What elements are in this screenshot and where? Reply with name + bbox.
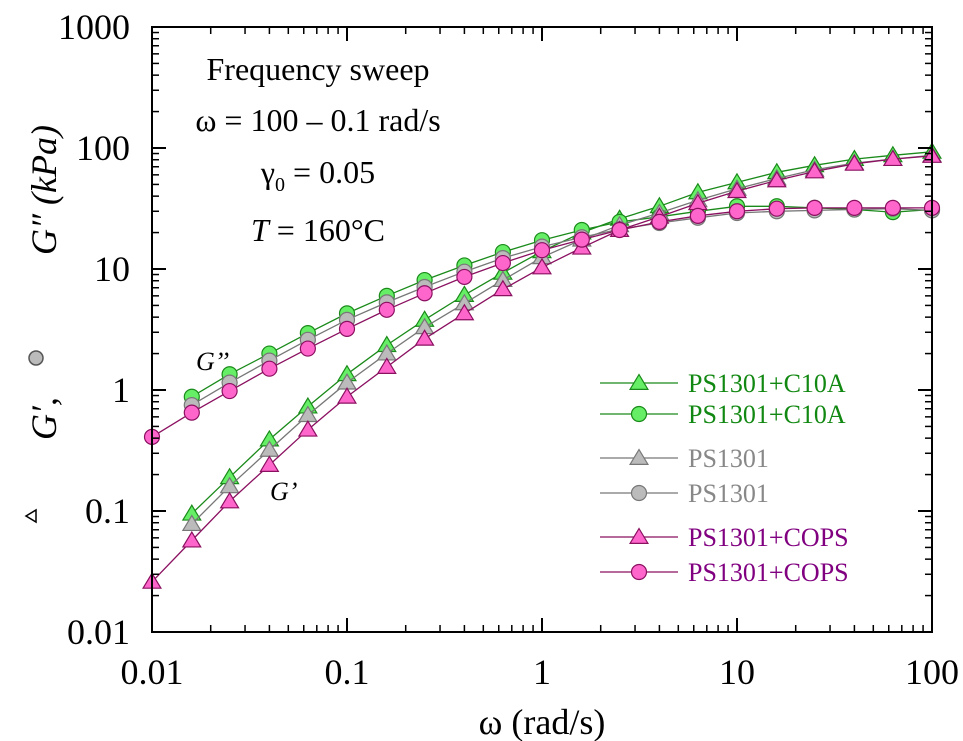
data-point [573,231,590,248]
series-4 [142,146,942,589]
ticks-layer: 0.01 0.1 1 10 100 0.01 0.1 1 10 100 1000 [58,7,959,692]
legend-marker [629,373,649,390]
legend-label: PS1301 [688,444,769,473]
data-point [884,199,901,216]
data-point [297,420,318,437]
curve-label-gpp: G’’ [196,347,229,376]
data-point [804,161,825,179]
data-point [338,320,356,337]
annotation-line1: Frequency sweep [206,51,429,87]
data-point [494,254,511,272]
annotation-line3: γ0 = 0.05 [260,154,375,196]
data-point [766,170,787,188]
x-axis-label: ω (rad/s) [479,702,606,741]
data-point [376,357,397,374]
data-point [533,242,551,259]
data-point [416,285,433,302]
data-point [806,199,823,216]
x-tick-label: 0.1 [325,652,370,692]
legend-marker [629,448,649,465]
y-axis-label-gpp: G″ (kPa) [24,125,64,255]
data-point [611,221,628,239]
y-tick-label: 100 [76,128,130,168]
data-point [183,404,200,421]
data-point [728,203,746,220]
data-point [219,491,240,509]
legend-label: PS1301+COPS [688,523,849,552]
legend-label: PS1301 [688,479,769,508]
legend-marker [630,405,648,423]
data-point [299,340,316,357]
data-point [727,181,747,199]
data-point [456,268,473,286]
y-tick-label: 0.01 [67,612,130,652]
legend-marker [630,563,648,581]
annotation-line4: T = 160°C [251,212,385,248]
data-point [844,154,865,171]
legend-marker [629,527,649,544]
legend-label: PS1301+C10A [688,400,846,429]
y-axis-label-gp: G′, [24,397,64,440]
annotation-line2: ω = 100 – 0.1 rad/s [195,102,440,138]
data-point [259,455,280,472]
data-point [689,207,706,224]
data-point [651,213,668,231]
data-point [768,200,785,217]
data-point [261,360,278,377]
series-layer [142,142,942,589]
data-point [378,301,395,318]
y-label-triangle-marker [24,508,37,524]
legend-label: PS1301+C10A [688,369,846,398]
y-tick-label: 0.1 [85,491,130,531]
data-point [337,387,357,404]
y-tick-label: 10 [94,249,130,289]
data-point [492,279,513,297]
data-point [882,149,903,167]
data-point [454,303,475,321]
data-point [181,530,202,548]
y-tick-label: 1 [112,370,130,410]
x-tick-label: 100 [905,652,959,692]
x-tick-label: 0.01 [121,652,184,692]
data-point [414,329,435,346]
x-tick-label: 10 [719,652,755,692]
data-point [181,514,202,532]
y-label-circle-marker [28,350,44,366]
data-point [532,257,552,275]
curve-label-gp: G’ [270,477,297,506]
y-axis-label: G′, [24,397,64,440]
legend-marker [630,484,648,502]
legend-label: PS1301+COPS [688,558,849,587]
data-point [846,199,863,216]
x-tick-label: 1 [533,652,551,692]
data-point [221,382,238,400]
y-tick-label: 1000 [58,7,130,47]
